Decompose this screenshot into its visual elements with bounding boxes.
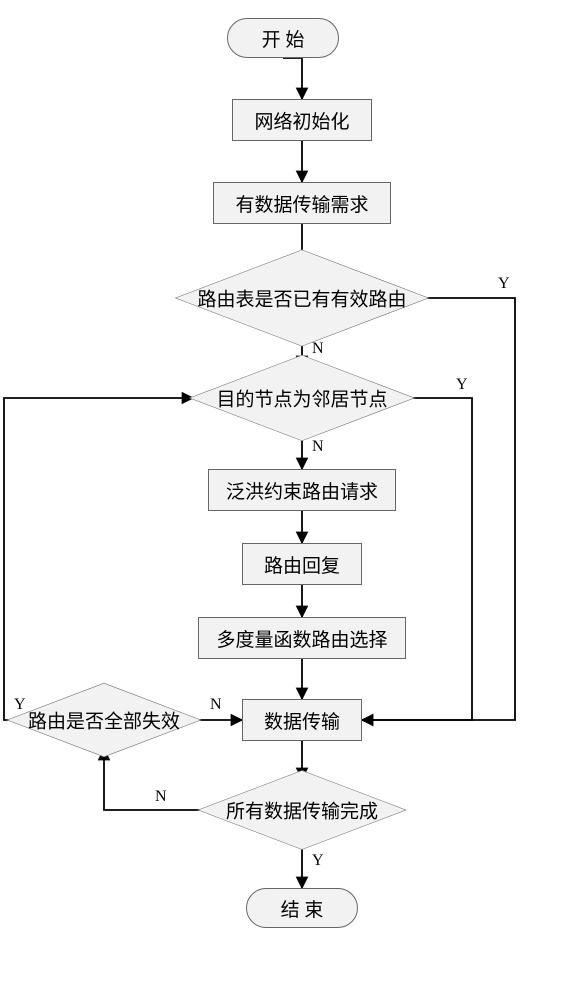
d1-n-label: N bbox=[312, 340, 324, 358]
d4-n-label: N bbox=[210, 696, 222, 714]
start-node: 开 始 bbox=[227, 18, 339, 58]
start-label: 开 始 bbox=[262, 25, 305, 52]
reply-node: 路由回复 bbox=[242, 543, 362, 585]
init-node: 网络初始化 bbox=[232, 99, 372, 141]
end-node: 结 束 bbox=[246, 888, 358, 928]
metric-label: 多度量函数路由选择 bbox=[216, 625, 387, 652]
transmit-label: 数据传输 bbox=[264, 707, 340, 734]
transmit-node: 数据传输 bbox=[242, 699, 362, 741]
flood-node: 泛洪约束路由请求 bbox=[208, 469, 396, 511]
d3-n-label: N bbox=[155, 788, 167, 806]
demand-label: 有数据传输需求 bbox=[235, 190, 368, 217]
demand-node: 有数据传输需求 bbox=[213, 182, 391, 224]
d4-y-label: Y bbox=[14, 696, 26, 714]
init-label: 网络初始化 bbox=[254, 107, 349, 134]
end-label: 结 束 bbox=[281, 895, 324, 922]
d2-n-label: N bbox=[312, 438, 324, 456]
reply-label: 路由回复 bbox=[264, 551, 340, 578]
d3-y-label: Y bbox=[312, 852, 324, 870]
flood-label: 泛洪约束路由请求 bbox=[226, 477, 378, 504]
d2-y-label: Y bbox=[456, 376, 468, 394]
d1-y-label: Y bbox=[498, 275, 510, 293]
metric-node: 多度量函数路由选择 bbox=[198, 617, 406, 659]
